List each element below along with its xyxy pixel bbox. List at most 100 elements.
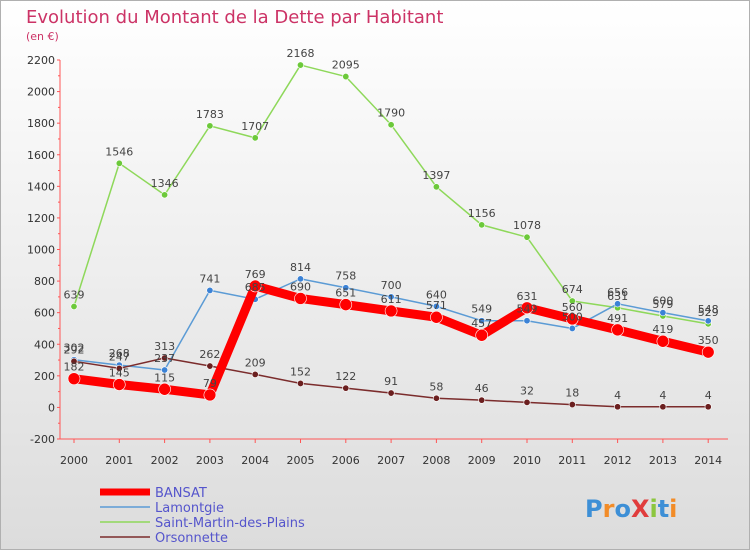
y-tick-label: 2200 (27, 54, 55, 67)
y-tick-label: -200 (30, 433, 55, 446)
data-point (659, 403, 667, 411)
data-label: 2168 (287, 47, 315, 60)
legend-label: BANSAT (155, 486, 207, 501)
data-label: 631 (607, 290, 628, 303)
data-label: 1346 (151, 177, 179, 190)
data-point (115, 159, 123, 167)
y-tick-label: 200 (34, 370, 55, 383)
data-point (520, 301, 534, 315)
series-labels-2: 639 1546 1346 1783 1707 2168 2095 1790 1397 1156 1… (64, 47, 719, 319)
data-point (251, 370, 259, 378)
data-label: 182 (64, 361, 85, 374)
data-label: 685 (245, 281, 266, 294)
data-point (704, 317, 712, 325)
data-label: 1783 (196, 108, 224, 121)
x-tick-label: 2007 (377, 454, 405, 467)
series-labels-3: 292 247 313 262 209 152 122 91 58 46 32 18 4 4 4 (64, 340, 712, 402)
data-label: 268 (109, 347, 130, 360)
data-point (614, 403, 622, 411)
data-point (206, 122, 214, 130)
data-point (339, 298, 353, 311)
data-point (296, 275, 304, 283)
data-label: 32 (520, 384, 534, 397)
data-label: 674 (562, 283, 583, 296)
data-point (161, 366, 169, 374)
data-label: 79 (203, 377, 217, 390)
series-3 (70, 354, 712, 411)
data-point (342, 73, 350, 81)
data-label: 350 (698, 334, 719, 347)
data-point (523, 233, 531, 241)
data-label: 122 (335, 370, 356, 383)
data-label: 769 (245, 268, 266, 281)
series-0 (67, 279, 715, 402)
data-point (432, 394, 440, 402)
data-point (568, 324, 576, 332)
data-label: 1790 (377, 107, 405, 120)
data-label: 656 (607, 286, 628, 299)
data-label: 419 (652, 323, 673, 336)
x-tick-label: 2002 (151, 454, 179, 467)
data-point (568, 297, 576, 305)
data-label: 758 (335, 270, 356, 283)
series-layer: 6391546134617831707216820951790139711561… (64, 47, 719, 411)
data-point (656, 334, 670, 348)
data-label: 549 (471, 303, 492, 316)
data-label: 548 (698, 303, 719, 316)
data-label: 292 (64, 343, 85, 356)
data-point (70, 357, 78, 365)
data-point (387, 389, 395, 397)
data-label: 152 (290, 365, 311, 378)
data-point (342, 384, 350, 392)
data-point (478, 221, 486, 229)
data-label: 491 (607, 312, 628, 325)
data-label: 1707 (241, 120, 269, 133)
data-point (251, 134, 259, 142)
x-tick-label: 2012 (604, 454, 632, 467)
data-point (296, 379, 304, 387)
data-label: 58 (429, 380, 443, 393)
x-tick-label: 2000 (60, 454, 88, 467)
legend-label: Orsonnette (155, 531, 228, 546)
data-point (161, 191, 169, 199)
y-tick-label: 0 (48, 401, 55, 414)
legend: BANSATLamontgieSaint-Martin-des-PlainsOr… (100, 486, 305, 546)
data-label: 4 (705, 389, 712, 402)
data-point (248, 279, 262, 293)
data-point (478, 396, 486, 404)
data-label: 700 (381, 279, 402, 292)
data-label: 640 (426, 288, 447, 301)
data-label: 1156 (468, 207, 496, 220)
x-tick-label: 2014 (694, 454, 722, 467)
data-label: 313 (154, 340, 175, 353)
data-point (206, 286, 214, 294)
data-point (158, 382, 171, 396)
logo-text: ProXiti (585, 495, 677, 523)
data-label: 1397 (422, 169, 450, 182)
legend-label: Saint-Martin-des-Plains (155, 516, 305, 531)
series-labels-0: 182 145 115 79 769 690 651 611 571 457 631 560 491 41… (64, 268, 719, 390)
data-point (203, 388, 217, 402)
y-tick-label: 1600 (27, 149, 55, 162)
proxiti-logo: ProXiti (585, 495, 677, 523)
data-point (523, 317, 531, 325)
y-tick-label: 400 (34, 338, 55, 351)
y-tick-label: 2000 (27, 86, 55, 99)
data-label: 46 (475, 382, 489, 395)
data-point (70, 303, 78, 311)
data-label: 560 (562, 301, 583, 314)
data-label: 145 (109, 367, 130, 380)
data-label: 247 (109, 350, 130, 363)
y-tick-label: 1400 (27, 180, 55, 193)
x-tick-label: 2011 (558, 454, 586, 467)
data-point (67, 372, 81, 385)
x-tick-label: 2013 (649, 454, 677, 467)
x-tick-label: 2005 (287, 454, 315, 467)
data-label: 600 (652, 295, 673, 308)
data-label: 741 (199, 272, 220, 285)
data-label: 549 (517, 303, 538, 316)
data-label: 1078 (513, 219, 541, 232)
y-tick-label: 800 (34, 275, 55, 288)
